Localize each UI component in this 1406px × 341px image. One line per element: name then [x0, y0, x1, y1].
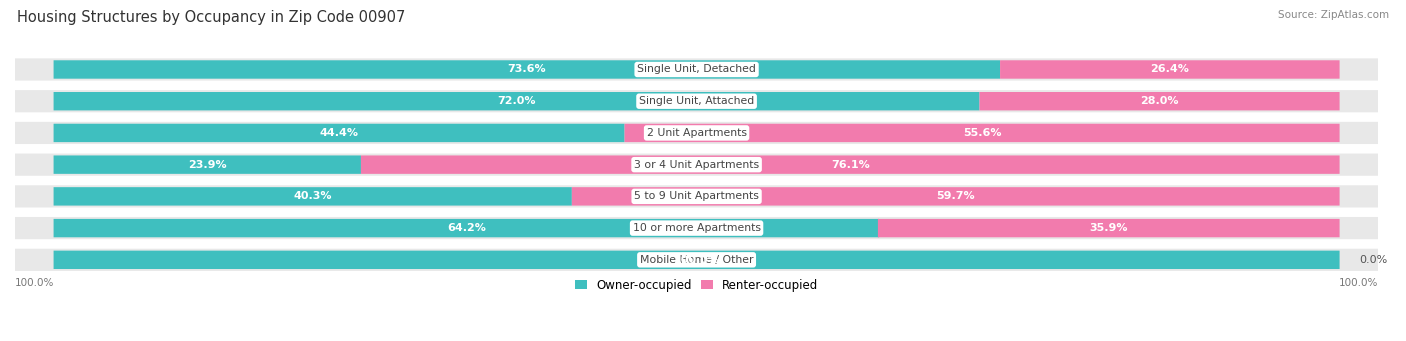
Text: 55.6%: 55.6%: [963, 128, 1001, 138]
Text: 44.4%: 44.4%: [319, 128, 359, 138]
Text: Mobile Home / Other: Mobile Home / Other: [640, 255, 754, 265]
Text: 100.0%: 100.0%: [673, 255, 720, 265]
Text: 64.2%: 64.2%: [447, 223, 486, 233]
FancyBboxPatch shape: [15, 217, 1378, 239]
Text: 35.9%: 35.9%: [1090, 223, 1128, 233]
FancyBboxPatch shape: [877, 219, 1340, 237]
Text: 76.1%: 76.1%: [831, 160, 870, 170]
FancyBboxPatch shape: [15, 122, 1378, 144]
Text: 0.0%: 0.0%: [1358, 255, 1388, 265]
FancyBboxPatch shape: [53, 251, 1340, 269]
Text: 10 or more Apartments: 10 or more Apartments: [633, 223, 761, 233]
Text: Housing Structures by Occupancy in Zip Code 00907: Housing Structures by Occupancy in Zip C…: [17, 10, 405, 25]
FancyBboxPatch shape: [15, 58, 1378, 80]
Text: Single Unit, Attached: Single Unit, Attached: [638, 96, 754, 106]
Text: 26.4%: 26.4%: [1150, 64, 1189, 74]
FancyBboxPatch shape: [53, 219, 879, 237]
Text: 73.6%: 73.6%: [508, 64, 546, 74]
FancyBboxPatch shape: [624, 124, 1340, 142]
Text: Single Unit, Detached: Single Unit, Detached: [637, 64, 756, 74]
FancyBboxPatch shape: [572, 187, 1340, 206]
Text: 72.0%: 72.0%: [498, 96, 536, 106]
FancyBboxPatch shape: [980, 92, 1340, 110]
Text: Source: ZipAtlas.com: Source: ZipAtlas.com: [1278, 10, 1389, 20]
Text: 23.9%: 23.9%: [188, 160, 226, 170]
FancyBboxPatch shape: [53, 124, 624, 142]
FancyBboxPatch shape: [15, 249, 1378, 271]
Text: 3 or 4 Unit Apartments: 3 or 4 Unit Apartments: [634, 160, 759, 170]
Text: 100.0%: 100.0%: [1339, 278, 1378, 288]
FancyBboxPatch shape: [15, 153, 1378, 176]
Text: 59.7%: 59.7%: [936, 191, 974, 202]
FancyBboxPatch shape: [1000, 60, 1340, 79]
FancyBboxPatch shape: [15, 185, 1378, 207]
Text: 2 Unit Apartments: 2 Unit Apartments: [647, 128, 747, 138]
FancyBboxPatch shape: [53, 187, 572, 206]
FancyBboxPatch shape: [53, 60, 1000, 79]
FancyBboxPatch shape: [53, 155, 361, 174]
Text: 40.3%: 40.3%: [294, 191, 332, 202]
Text: 100.0%: 100.0%: [15, 278, 55, 288]
FancyBboxPatch shape: [15, 90, 1378, 112]
Text: 28.0%: 28.0%: [1140, 96, 1178, 106]
FancyBboxPatch shape: [53, 92, 980, 110]
FancyBboxPatch shape: [361, 155, 1340, 174]
Text: 5 to 9 Unit Apartments: 5 to 9 Unit Apartments: [634, 191, 759, 202]
Legend: Owner-occupied, Renter-occupied: Owner-occupied, Renter-occupied: [569, 274, 823, 297]
